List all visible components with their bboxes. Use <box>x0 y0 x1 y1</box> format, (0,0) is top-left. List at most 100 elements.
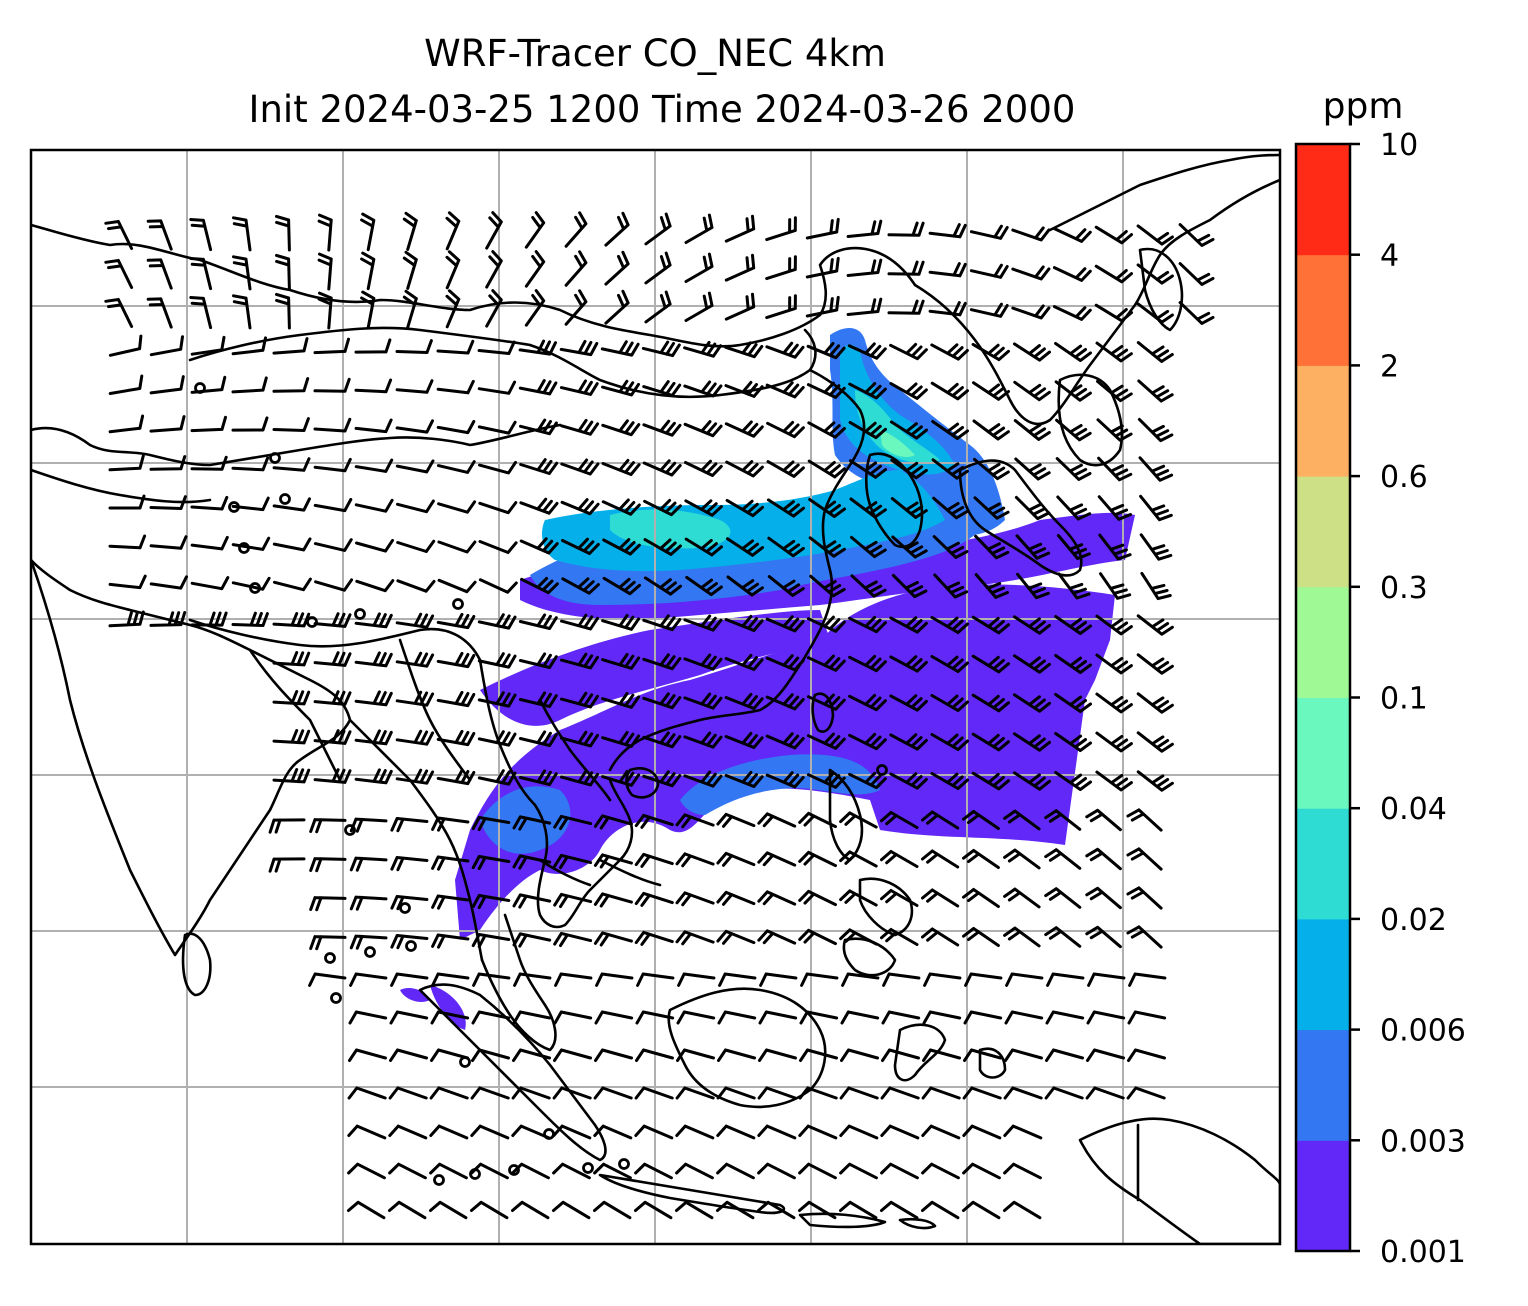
coastlines <box>31 153 1280 1244</box>
wind-barb <box>190 335 226 356</box>
wind-barb <box>1087 972 1126 987</box>
wind-barb <box>1013 419 1051 441</box>
map-frame <box>29 148 1282 1246</box>
wind-barb <box>675 1200 714 1220</box>
wind-barb <box>520 576 559 595</box>
wind-barb <box>1052 305 1092 321</box>
wind-barb <box>190 495 229 511</box>
wind-barb <box>963 1048 1002 1062</box>
wind-barb <box>553 931 593 948</box>
wind-barb <box>765 615 805 633</box>
wind-barb <box>1046 972 1085 987</box>
wind-barb <box>675 930 715 946</box>
wind-barb <box>436 379 475 395</box>
wind-barb <box>190 415 227 433</box>
wind-barb <box>389 1010 429 1025</box>
wind-barb <box>355 538 394 553</box>
wind-barb <box>799 1048 838 1062</box>
wind-barb <box>272 537 312 552</box>
wind-barb <box>839 1086 879 1100</box>
wind-barb <box>564 289 588 326</box>
wind-barb <box>395 729 435 746</box>
wind-barb <box>593 1162 632 1180</box>
wind-barb <box>921 1162 960 1180</box>
wind-barb <box>231 576 271 591</box>
wind-barb <box>593 892 633 908</box>
wind-barb <box>477 769 517 786</box>
wind-barb <box>1052 227 1092 243</box>
wind-barb <box>930 694 969 712</box>
wind-barb <box>724 770 764 788</box>
wind-barb <box>560 458 600 476</box>
wind-barb <box>604 250 630 286</box>
wind-barb <box>313 498 353 513</box>
colorbar-ticks: 0.001 0.003 0.006 0.02 0.04 0.1 0.3 0.6 2 4 10 <box>1350 128 1466 1270</box>
wind-barb <box>354 768 393 785</box>
wind-barb <box>921 810 960 830</box>
wind-barb <box>641 340 681 358</box>
wind-barb <box>429 1162 468 1180</box>
wind-barb <box>273 577 312 592</box>
wind-barb <box>850 535 887 559</box>
wind-barb <box>104 220 134 250</box>
wind-barb <box>634 1162 673 1180</box>
wind-barb <box>676 1048 715 1062</box>
wind-barb <box>930 655 969 673</box>
wind-barb <box>348 1010 388 1025</box>
wind-barb <box>317 213 333 252</box>
wind-barb <box>348 1048 387 1062</box>
wind-barb <box>972 381 1010 401</box>
wind-barb <box>519 537 559 555</box>
wind-barb <box>1178 262 1215 286</box>
wind-barb <box>683 653 723 671</box>
wind-barb <box>313 417 352 433</box>
calm-marker <box>324 952 336 964</box>
calm-marker <box>269 452 281 464</box>
wind-barb <box>890 497 928 519</box>
wind-barb <box>839 889 878 907</box>
wind-barb <box>108 454 145 472</box>
wind-barb <box>1094 225 1133 245</box>
wind-barb <box>1045 1010 1085 1025</box>
wind-barb <box>889 694 928 712</box>
wind-barb <box>800 972 839 987</box>
map-panel <box>31 150 1280 1244</box>
wind-barb <box>1136 692 1174 714</box>
wind-barb <box>757 1086 797 1100</box>
wind-barb <box>485 250 503 289</box>
wind-barb <box>360 251 376 291</box>
plume-layer-02b <box>855 390 940 464</box>
wind-barb <box>634 1200 673 1220</box>
wind-barb <box>716 890 756 906</box>
wind-barb <box>231 456 270 472</box>
wind-barb <box>524 289 546 327</box>
wind-barb <box>560 730 599 748</box>
wind-barb <box>313 729 352 745</box>
wind-barb <box>471 1048 510 1062</box>
wind-barb <box>716 1124 756 1140</box>
wind-barb <box>601 770 641 787</box>
wind-barb <box>317 252 333 291</box>
wind-barb <box>518 691 558 708</box>
wind-barb <box>1137 379 1174 403</box>
wind-barb <box>437 540 477 554</box>
wind-barb <box>395 379 434 394</box>
wind-barb <box>1136 770 1174 792</box>
wind-barb <box>1057 572 1091 600</box>
wind-barb <box>472 972 511 987</box>
wind-barb <box>805 217 840 240</box>
wind-barb <box>390 856 429 872</box>
wind-barb <box>1011 226 1051 242</box>
wind-barb <box>717 1010 757 1025</box>
wind-barb <box>806 342 846 360</box>
wind-barb <box>395 690 435 707</box>
wind-barb <box>930 772 969 790</box>
wind-barb <box>724 653 764 671</box>
wind-barb <box>601 458 641 476</box>
wind-barb <box>478 578 518 594</box>
wind-barb <box>354 651 393 668</box>
wind-barb <box>765 255 797 281</box>
wind-barb <box>805 295 840 318</box>
wind-barb <box>1095 770 1133 792</box>
wind-barb <box>104 298 134 328</box>
